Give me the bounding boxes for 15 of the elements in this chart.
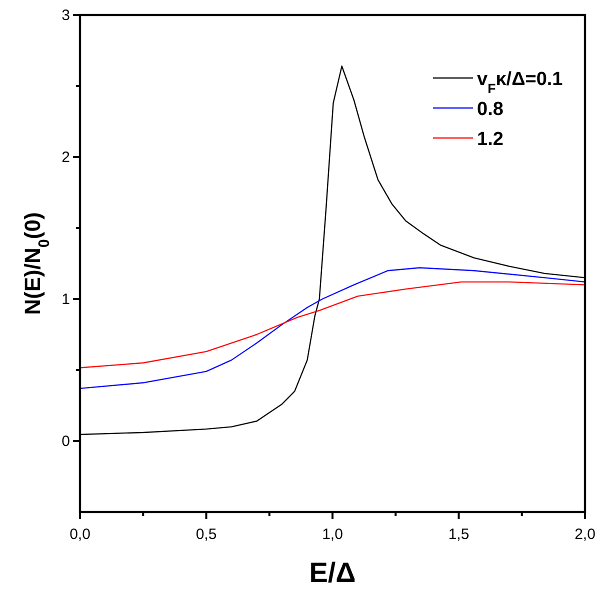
x-tick-label: 1,0 <box>322 526 343 543</box>
legend-label: 1.2 <box>477 129 504 150</box>
y-tick-label: 1 <box>62 291 70 308</box>
x-tick-label: 1,5 <box>448 526 470 543</box>
y-tick-label: 2 <box>62 149 70 166</box>
x-tick-label: 0,0 <box>70 526 90 543</box>
x-tick-label: 2,0 <box>574 526 596 543</box>
x-axis-title: E/Δ <box>309 557 356 588</box>
y-tick-label: 0 <box>62 433 70 450</box>
line-series <box>79 281 586 368</box>
x-tick-label: 0,5 <box>196 526 217 543</box>
y-tick-label: 3 <box>62 7 70 24</box>
line-series <box>79 267 586 390</box>
legend-label: 0.8 <box>477 99 504 120</box>
legend-label: v$_{F}$κ/Δ=0.1 <box>477 69 564 96</box>
